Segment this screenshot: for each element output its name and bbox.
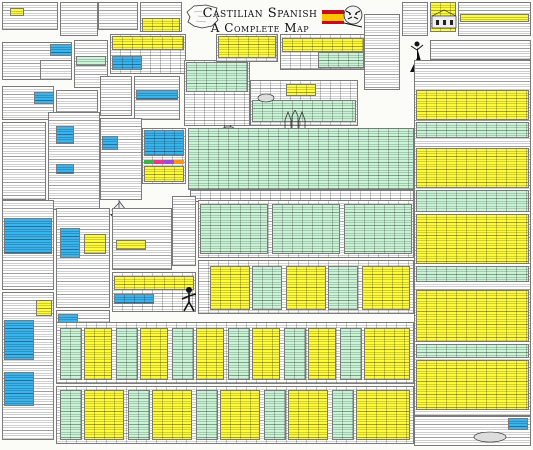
animal-icon (473, 431, 507, 443)
lion-icon (257, 93, 275, 103)
lizard-icon (220, 124, 238, 134)
cathedral-icon (284, 110, 306, 133)
poster-title: Castilian Spanish (202, 6, 318, 21)
spain-flag-icon (322, 10, 344, 24)
spain-map-icon (186, 4, 219, 29)
tiger-icon (343, 5, 363, 28)
poster-subtitle: A Complete Map (210, 21, 310, 35)
building-icon (431, 9, 457, 29)
figure-icon (181, 287, 197, 312)
